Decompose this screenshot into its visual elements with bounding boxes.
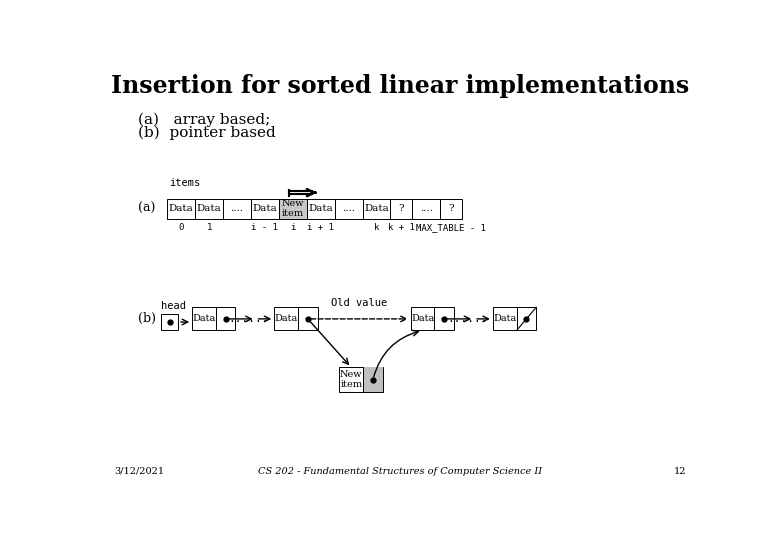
Text: k + 1: k + 1 bbox=[388, 222, 415, 232]
Text: Insertion for sorted linear implementations: Insertion for sorted linear implementati… bbox=[111, 75, 689, 98]
Text: Data: Data bbox=[197, 204, 222, 213]
Text: MAX_TABLE - 1: MAX_TABLE - 1 bbox=[416, 222, 486, 232]
Text: head: head bbox=[161, 301, 186, 311]
Text: CS 202 - Fundamental Structures of Computer Science II: CS 202 - Fundamental Structures of Compu… bbox=[257, 467, 542, 476]
Bar bbox=[195, 199, 223, 219]
Text: Data: Data bbox=[493, 314, 516, 323]
Text: 12: 12 bbox=[674, 467, 686, 476]
Bar bbox=[161, 314, 178, 330]
Bar bbox=[391, 199, 412, 219]
Text: (a): (a) bbox=[138, 202, 155, 215]
Bar bbox=[192, 307, 236, 330]
Text: ?: ? bbox=[448, 204, 454, 213]
Text: k: k bbox=[374, 222, 379, 232]
Text: ....: .... bbox=[420, 204, 433, 213]
Text: i: i bbox=[290, 222, 296, 232]
Text: (b): (b) bbox=[138, 313, 156, 326]
Text: New
item: New item bbox=[282, 199, 304, 219]
Text: Data: Data bbox=[168, 204, 193, 213]
Text: items: items bbox=[168, 178, 200, 188]
Text: Old value: Old value bbox=[331, 298, 388, 308]
Text: ......: ...... bbox=[447, 314, 488, 324]
Text: ......: ...... bbox=[229, 314, 269, 324]
Text: New
item: New item bbox=[340, 370, 363, 389]
Text: Data: Data bbox=[364, 204, 389, 213]
Bar bbox=[412, 199, 440, 219]
Bar bbox=[335, 199, 363, 219]
Text: Data: Data bbox=[275, 314, 298, 323]
Bar bbox=[279, 199, 307, 219]
Text: 0: 0 bbox=[179, 222, 184, 232]
Text: i + 1: i + 1 bbox=[307, 222, 334, 232]
Text: i - 1: i - 1 bbox=[251, 222, 278, 232]
Bar bbox=[363, 199, 391, 219]
Bar bbox=[493, 307, 536, 330]
Text: ?: ? bbox=[399, 204, 404, 213]
Text: 3/12/2021: 3/12/2021 bbox=[115, 467, 165, 476]
Text: (a)   array based;: (a) array based; bbox=[138, 113, 270, 127]
Text: (b)  pointer based: (b) pointer based bbox=[138, 125, 275, 140]
Bar bbox=[307, 199, 335, 219]
Bar bbox=[410, 307, 454, 330]
Bar bbox=[251, 199, 279, 219]
Text: Data: Data bbox=[193, 314, 215, 323]
Bar bbox=[363, 367, 383, 392]
Text: ....: .... bbox=[342, 204, 355, 213]
Text: Data: Data bbox=[308, 204, 333, 213]
Bar bbox=[223, 199, 251, 219]
Bar bbox=[440, 199, 462, 219]
Text: 1: 1 bbox=[207, 222, 212, 232]
Text: Data: Data bbox=[411, 314, 434, 323]
Bar bbox=[167, 199, 195, 219]
Text: Data: Data bbox=[253, 204, 277, 213]
Text: ....: .... bbox=[231, 204, 243, 213]
Bar bbox=[339, 367, 383, 392]
Bar bbox=[275, 307, 317, 330]
